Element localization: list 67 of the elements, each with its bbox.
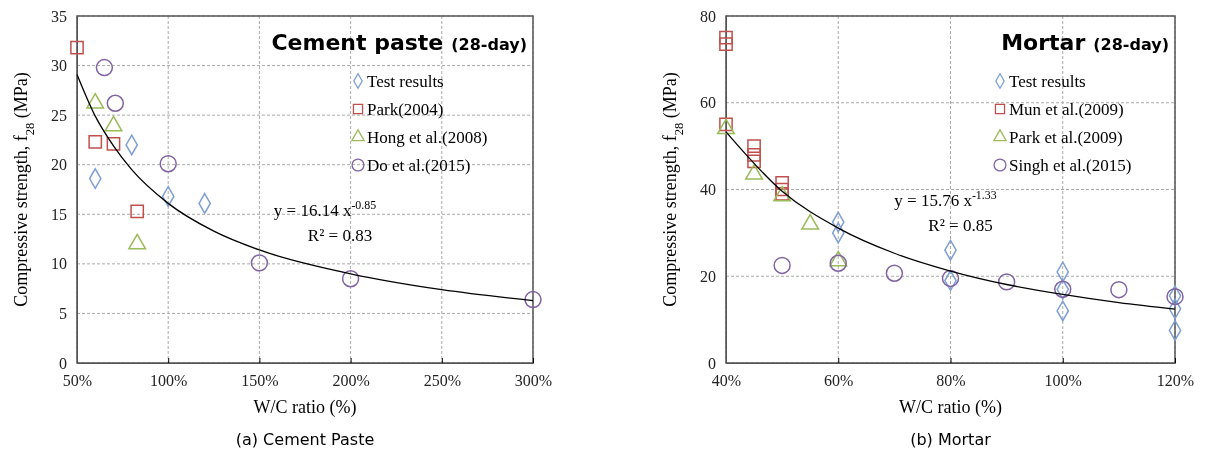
point — [941, 269, 960, 288]
point — [130, 204, 145, 219]
point — [88, 135, 103, 149]
x-tick-label: 50% — [62, 372, 93, 390]
legend-label: Do et al.(2015) — [367, 156, 471, 175]
text: Cement paste — [271, 30, 444, 55]
y-tick-label: 15 — [51, 205, 67, 223]
legend-label: Park et al.(2009) — [1009, 128, 1123, 147]
legend-label: Singh et al.(2015) — [1009, 156, 1132, 175]
legend-label: Test results — [367, 72, 444, 91]
point — [747, 154, 761, 169]
point — [250, 254, 269, 272]
x-tick-label: 300% — [514, 372, 553, 390]
point — [341, 270, 360, 288]
y-tick-label: 10 — [51, 255, 67, 273]
y-tick-label: 30 — [51, 57, 67, 75]
y-tick-label: 80 — [700, 7, 716, 25]
text: (28-day) — [1093, 35, 1169, 54]
x-tick-label: 100% — [1044, 372, 1082, 390]
y-tick-label: 0 — [59, 354, 67, 372]
point — [747, 147, 761, 162]
point — [70, 40, 84, 55]
annotation: R² = 0.85 — [928, 216, 993, 235]
x-tick-label: 40% — [711, 372, 742, 390]
x-tick-label: 250% — [423, 372, 461, 390]
x-tick-label: 200% — [332, 372, 370, 390]
x-tick-label: 60% — [824, 372, 854, 390]
point — [719, 37, 733, 52]
y-tick-label: 60 — [700, 94, 716, 112]
point — [773, 256, 791, 275]
point — [1110, 280, 1128, 299]
y-tick-label: 20 — [51, 156, 67, 174]
y-tick-label: 35 — [51, 7, 67, 25]
legend-label: Test results — [1009, 72, 1086, 91]
y-tick-label: 20 — [700, 267, 716, 285]
annotation: y = 15.76 x$^{-1.33}$ — [894, 188, 997, 210]
y-tick-label: 40 — [700, 181, 716, 199]
point — [719, 30, 733, 45]
text: (a) Cement Paste — [235, 430, 375, 449]
line-series — [76, 73, 534, 302]
annotation: y = 16.14 x$^{-0.85}$ — [273, 198, 377, 220]
point — [106, 137, 121, 151]
point — [885, 264, 904, 282]
y-tick-label: 25 — [51, 106, 67, 124]
legend-label: Park(2004) — [367, 100, 444, 119]
x-tick-label: 150% — [241, 372, 279, 390]
point — [997, 273, 1016, 291]
y-tick-label: 0 — [708, 354, 716, 372]
text: Mortar — [1001, 30, 1086, 55]
y-tick-label: 5 — [59, 305, 67, 323]
point — [775, 176, 789, 190]
point — [95, 58, 114, 77]
point — [524, 290, 542, 309]
legend-label: Mun et al.(2009) — [1009, 100, 1124, 119]
x-axis-title: W/C ratio (%) — [899, 397, 1002, 418]
text: (28-day) — [451, 35, 527, 54]
point — [159, 155, 177, 173]
text: (b) Mortar — [910, 430, 992, 449]
x-tick-label: 120% — [1156, 372, 1195, 390]
annotation: R² = 0.83 — [307, 226, 373, 245]
legend-label: Hong et al.(2008) — [367, 128, 488, 147]
x-axis-title: W/C ratio (%) — [253, 397, 357, 418]
point — [829, 254, 847, 272]
x-tick-label: 100% — [150, 372, 188, 390]
point — [747, 139, 761, 153]
point — [106, 94, 125, 112]
x-tick-label: 80% — [936, 372, 966, 390]
